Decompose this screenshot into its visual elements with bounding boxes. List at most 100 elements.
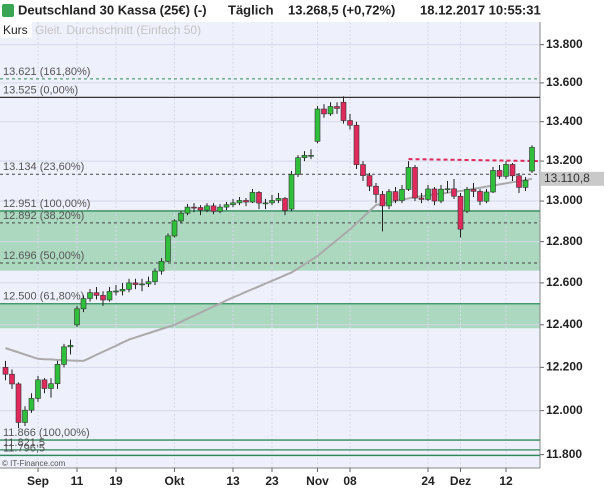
level-label: 12.500 (61,80%): [3, 291, 84, 303]
x-tick-label: Nov: [306, 474, 329, 488]
candle-body: [145, 281, 152, 285]
candle-body: [438, 188, 444, 202]
candle-body: [204, 205, 210, 211]
candle-body: [93, 292, 100, 296]
level-label: 12.951 (100,00%): [3, 198, 90, 210]
candle-body: [470, 189, 477, 192]
candle-body: [15, 383, 22, 423]
x-tick-label: Sep: [27, 474, 49, 488]
candle-body: [451, 188, 457, 197]
candle-body: [113, 290, 119, 293]
candle-body: [249, 192, 256, 203]
candle-body: [269, 200, 275, 204]
x-tick-label: 12: [499, 474, 513, 488]
ma-line: [5, 177, 533, 362]
zone: [0, 210, 540, 271]
candle-body: [87, 292, 93, 299]
candle-body: [386, 191, 392, 207]
candle-body: [392, 191, 399, 201]
y-tick-label: 12.000: [546, 403, 583, 417]
candle-body: [9, 373, 15, 385]
candle-body: [41, 379, 48, 389]
y-tick-label: 13.400: [546, 114, 583, 128]
candle-body: [353, 124, 360, 165]
candle-body: [165, 235, 171, 262]
y-tick-label: 13.200: [546, 153, 583, 167]
candle-body: [126, 282, 132, 290]
source: © IT-Finance.com: [2, 459, 66, 468]
candle-body: [100, 295, 106, 301]
level-label: 11.866 (100,00%): [3, 427, 90, 439]
candle-body: [457, 195, 464, 230]
candle-body: [223, 204, 230, 208]
candle-body: [399, 189, 405, 201]
candle-body: [308, 155, 314, 157]
candle-body: [256, 192, 262, 204]
candle-body: [431, 188, 438, 202]
level-label: 11.821,5: [3, 437, 45, 449]
candle-body: [503, 164, 509, 177]
candle-body: [340, 101, 347, 121]
level-label: 13.525 (0,00%): [3, 84, 78, 96]
y-tick-label: 12.600: [546, 275, 583, 289]
candle-body: [80, 298, 87, 310]
value-box-label: 13.110,8: [544, 171, 590, 185]
x-tick-label: 11: [71, 474, 84, 488]
interval: Täglich: [228, 2, 274, 17]
level-label: 12.696 (50,00%): [3, 250, 84, 262]
candle-body: [477, 191, 483, 202]
candle-body: [509, 164, 516, 177]
candle-body: [197, 207, 204, 211]
candle-body: [490, 170, 496, 193]
candle-body: [444, 188, 451, 191]
x-tick-label: 19: [109, 474, 123, 488]
candle-body: [243, 200, 249, 203]
x-tick-label: Okt: [164, 474, 184, 488]
candle-body: [327, 106, 334, 115]
candle-body: [373, 185, 379, 195]
icon: [2, 4, 14, 17]
candle-body: [314, 108, 321, 142]
x-tick-label: 23: [265, 474, 279, 488]
y-tick-label: 12.800: [546, 234, 583, 248]
x-tick-label: 13: [226, 474, 240, 488]
candle-body: [529, 147, 535, 172]
candle-body: [171, 220, 178, 237]
level-label: 11.796,5: [3, 442, 45, 454]
y-tick-label: 13.000: [546, 193, 583, 207]
zone: [0, 303, 540, 329]
candle-body: [2, 367, 9, 375]
candle-body: [54, 364, 61, 385]
candle-body: [379, 194, 386, 207]
candle-body: [301, 155, 308, 158]
x-tick-label: 24: [421, 474, 435, 488]
title: Deutschland 30 Kassa (25€) (-): [18, 2, 207, 17]
candle-body: [106, 291, 113, 301]
candle-body: [210, 205, 217, 212]
candle-body: [412, 167, 418, 199]
candle-body: [418, 197, 425, 200]
candle-body: [184, 206, 191, 214]
y-tick-label: 12.200: [546, 360, 583, 374]
legend-entry: Gleit. Durchschnitt (Einfach 50): [35, 23, 201, 37]
candle-body: [262, 202, 269, 205]
candle-body: [178, 212, 184, 222]
candle-body: [334, 106, 340, 109]
candle-body: [464, 189, 470, 212]
candle-body: [35, 379, 41, 399]
candle-body: [522, 180, 529, 188]
trendline: [408, 158, 539, 163]
candle-body: [48, 383, 54, 389]
y-tick-label: 12.400: [546, 317, 583, 331]
candle-body: [516, 175, 522, 188]
level-label: 13.134 (23,60%): [3, 161, 84, 173]
candle-body: [139, 283, 145, 286]
timestamp: 18.12.2017 10:55:31: [420, 2, 541, 17]
y-tick-label: 11.800: [546, 447, 582, 461]
candle-body: [217, 206, 223, 212]
candle-body: [366, 175, 373, 187]
candle-body: [22, 409, 28, 423]
last-price: 13.268,5 (+0,72%): [288, 2, 395, 17]
candle-body: [288, 174, 295, 210]
candle-body: [28, 398, 35, 411]
